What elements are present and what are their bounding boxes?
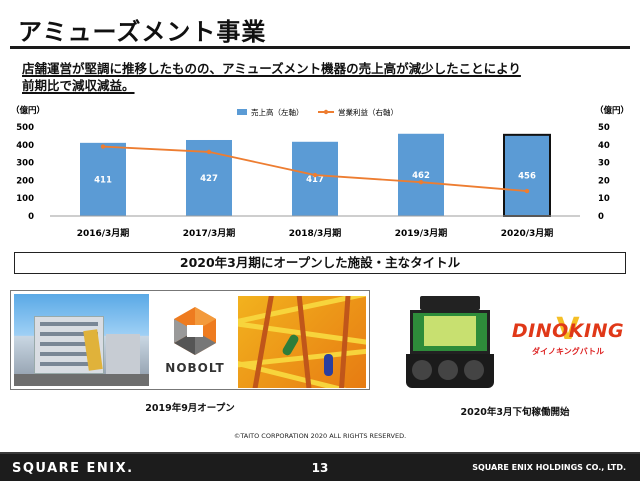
- caption-title-launch: 2020年3月下旬稼働開始: [460, 407, 570, 418]
- facility-photo-frame: [10, 290, 370, 390]
- profit-point: [100, 144, 106, 149]
- left-tick-label: 200: [16, 176, 34, 186]
- facility-building-photo: [14, 294, 149, 386]
- left-tick-label: 100: [16, 194, 34, 204]
- dinoking-logo-text: DINOKING: [511, 320, 625, 342]
- sales-bar-label: 411: [94, 175, 112, 185]
- caption-facility-open: 2019年9月オープン: [145, 403, 235, 414]
- right-tick-label: 40: [598, 141, 610, 151]
- category-label: 2020/3月期: [501, 227, 554, 239]
- sales-bar: [292, 141, 338, 216]
- right-axis-title: （億円）: [595, 105, 629, 116]
- nobolt-logo: NOBOLT: [160, 305, 230, 385]
- copyright-notice: ©TAITO CORPORATION 2020 ALL RIGHTS RESER…: [233, 432, 407, 440]
- profit-point: [312, 172, 318, 178]
- footer-company-name: SQUARE ENIX HOLDINGS CO., LTD.: [472, 463, 626, 472]
- category-label: 2019/3月期: [395, 227, 448, 239]
- arcade-cabinet-photo: [402, 296, 498, 388]
- footer-bar: SQUARE ENIX. 13 SQUARE ENIX HOLDINGS CO.…: [0, 452, 640, 481]
- dinoking-logo: V DINOKING ダイノキングバトル: [508, 312, 628, 366]
- profit-point: [206, 149, 212, 155]
- left-tick-label: 300: [16, 159, 34, 169]
- legend-swatch-sales: [237, 109, 247, 115]
- page-title: アミューズメント事業: [18, 18, 267, 46]
- category-label: 2017/3月期: [183, 227, 236, 239]
- profit-point: [418, 179, 424, 185]
- sales-bar: [80, 142, 126, 216]
- right-tick-label: 50: [598, 123, 610, 133]
- sales-profit-chart: （億円） （億円） 0 100 200 300 400 500 0 10 20 30 40 50 売上高（左…: [11, 105, 629, 239]
- sales-bar-label: 462: [412, 171, 430, 181]
- page-number: 13: [311, 461, 329, 475]
- section-banner: 2020年3月期にオープンした施設・主なタイトル: [14, 252, 626, 274]
- footer-logo: SQUARE ENIX.: [12, 461, 134, 476]
- left-tick-label: 0: [28, 212, 34, 222]
- dinoking-logo-subtext: ダイノキングバトル: [532, 347, 604, 356]
- sales-bar-label: 427: [200, 174, 218, 184]
- right-tick-label: 0: [598, 212, 604, 222]
- legend-label-profit: 営業利益（右軸）: [338, 107, 398, 117]
- category-label: 2016/3月期: [77, 227, 130, 239]
- legend-label-sales: 売上高（左軸）: [251, 107, 304, 117]
- left-tick-label: 500: [16, 123, 34, 133]
- climbing-attraction-photo: [238, 296, 366, 388]
- nobolt-logo-text: NOBOLT: [165, 361, 225, 375]
- sales-bar-label: 456: [518, 171, 536, 181]
- right-tick-label: 20: [598, 176, 610, 186]
- lead-line-2: 前期比で減収減益。: [22, 78, 135, 93]
- sales-bar: [398, 133, 444, 216]
- title-divider: [10, 46, 630, 49]
- lead-line-1: 店舗運営が堅調に推移したものの、アミューズメント機器の売上高が減少したことにより: [22, 61, 521, 76]
- right-tick-label: 10: [598, 194, 610, 204]
- nobolt-hexagon-icon: [174, 307, 216, 355]
- sales-bar-label: 417: [306, 175, 324, 185]
- category-label: 2018/3月期: [289, 227, 342, 239]
- profit-point: [524, 188, 530, 194]
- legend-marker-profit: [323, 109, 329, 115]
- lead-text: 店舗運営が堅調に推移したものの、アミューズメント機器の売上高が減少したことにより…: [22, 60, 521, 94]
- left-axis-title: （億円）: [11, 105, 45, 116]
- left-tick-label: 400: [16, 141, 34, 151]
- right-tick-label: 30: [598, 159, 610, 169]
